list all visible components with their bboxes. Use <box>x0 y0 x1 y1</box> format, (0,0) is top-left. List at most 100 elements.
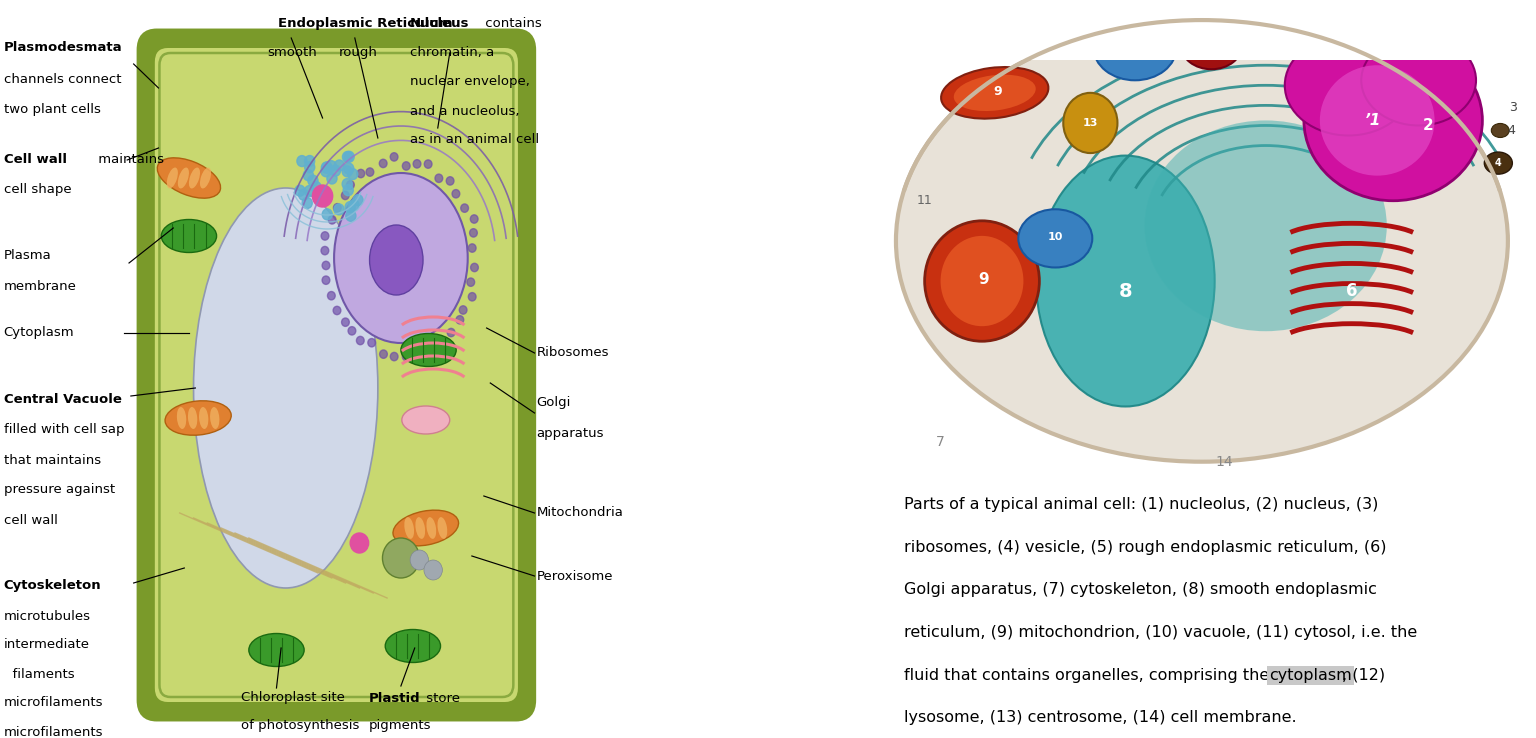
Circle shape <box>347 168 358 179</box>
Circle shape <box>424 560 442 580</box>
Circle shape <box>447 176 455 185</box>
Circle shape <box>438 341 445 350</box>
Ellipse shape <box>925 221 1040 341</box>
Text: maintains: maintains <box>94 154 164 167</box>
Circle shape <box>330 165 341 176</box>
Text: pigments: pigments <box>369 720 432 733</box>
Circle shape <box>452 190 459 198</box>
Circle shape <box>1491 123 1510 137</box>
Ellipse shape <box>178 168 189 188</box>
Circle shape <box>304 156 315 167</box>
Circle shape <box>298 189 309 200</box>
Circle shape <box>327 173 336 184</box>
Text: Plasma: Plasma <box>3 249 51 263</box>
Text: Cytoplasm: Cytoplasm <box>3 326 74 339</box>
FancyBboxPatch shape <box>140 32 533 718</box>
Circle shape <box>344 163 353 174</box>
Circle shape <box>467 278 475 286</box>
Ellipse shape <box>942 67 1049 119</box>
Text: Ribosomes: Ribosomes <box>536 347 608 359</box>
Ellipse shape <box>1319 65 1435 176</box>
Ellipse shape <box>157 158 221 199</box>
Circle shape <box>350 533 369 553</box>
Text: two plant cells: two plant cells <box>3 103 100 117</box>
Text: rough: rough <box>339 46 378 60</box>
Circle shape <box>329 215 336 224</box>
Text: channels connect: channels connect <box>3 74 121 86</box>
Ellipse shape <box>187 407 197 429</box>
Circle shape <box>461 204 468 213</box>
Circle shape <box>307 175 318 186</box>
Text: microfilaments: microfilaments <box>3 697 103 709</box>
FancyBboxPatch shape <box>155 48 518 702</box>
Ellipse shape <box>249 633 304 666</box>
Text: Golgi: Golgi <box>536 396 571 410</box>
Text: filled with cell sap: filled with cell sap <box>3 424 124 436</box>
Circle shape <box>312 185 333 207</box>
Text: Plastid: Plastid <box>369 692 421 705</box>
Circle shape <box>304 185 315 196</box>
Ellipse shape <box>940 236 1023 326</box>
Circle shape <box>424 160 432 168</box>
Circle shape <box>327 292 335 300</box>
Circle shape <box>333 306 341 314</box>
Circle shape <box>333 204 341 212</box>
Circle shape <box>321 246 329 255</box>
Circle shape <box>333 204 344 215</box>
Circle shape <box>353 195 362 206</box>
Text: and a nucleolus,: and a nucleolus, <box>410 105 519 117</box>
Ellipse shape <box>402 406 450 434</box>
Ellipse shape <box>415 517 425 539</box>
Text: intermediate: intermediate <box>3 638 89 652</box>
Circle shape <box>367 339 376 347</box>
Circle shape <box>303 170 313 181</box>
Text: 13: 13 <box>1083 118 1098 128</box>
Text: membrane: membrane <box>3 280 77 292</box>
Circle shape <box>321 162 332 173</box>
Text: Peroxisome: Peroxisome <box>536 570 613 582</box>
Ellipse shape <box>1304 40 1482 201</box>
Circle shape <box>349 200 359 210</box>
Text: nuclear envelope,: nuclear envelope, <box>410 75 530 89</box>
Text: 14: 14 <box>1215 455 1233 469</box>
Circle shape <box>326 161 336 172</box>
Circle shape <box>379 159 387 168</box>
Circle shape <box>468 292 476 301</box>
Circle shape <box>341 191 349 200</box>
Circle shape <box>470 215 478 223</box>
Text: cell shape: cell shape <box>3 184 71 196</box>
Circle shape <box>343 166 352 177</box>
Circle shape <box>447 328 455 337</box>
Text: store: store <box>422 692 461 705</box>
Circle shape <box>425 342 433 350</box>
Circle shape <box>435 174 442 182</box>
Text: Cytoskeleton: Cytoskeleton <box>3 579 101 593</box>
Circle shape <box>390 352 398 361</box>
Text: that maintains: that maintains <box>3 453 101 466</box>
Ellipse shape <box>210 407 220 429</box>
Ellipse shape <box>370 225 422 295</box>
Text: 8: 8 <box>1118 282 1132 300</box>
Ellipse shape <box>404 517 415 539</box>
Circle shape <box>1484 152 1513 174</box>
Ellipse shape <box>393 510 459 546</box>
Circle shape <box>303 198 312 209</box>
Ellipse shape <box>386 630 441 663</box>
Text: microfilaments: microfilaments <box>3 725 103 738</box>
Text: Mitochondria: Mitochondria <box>536 506 624 520</box>
Text: cell wall: cell wall <box>3 514 57 526</box>
Text: contains: contains <box>481 18 542 30</box>
Circle shape <box>343 179 352 190</box>
Text: 4: 4 <box>1495 158 1502 168</box>
Circle shape <box>344 151 355 162</box>
Text: 3: 3 <box>1508 101 1518 114</box>
Text: 10: 10 <box>1127 42 1143 52</box>
Ellipse shape <box>161 219 217 252</box>
Circle shape <box>341 318 349 326</box>
Circle shape <box>1361 35 1476 125</box>
Text: 7: 7 <box>937 435 945 449</box>
Text: Endoplasmic Reticulum: Endoplasmic Reticulum <box>278 18 453 30</box>
Circle shape <box>1094 15 1177 80</box>
Ellipse shape <box>438 517 447 539</box>
Ellipse shape <box>164 401 232 435</box>
